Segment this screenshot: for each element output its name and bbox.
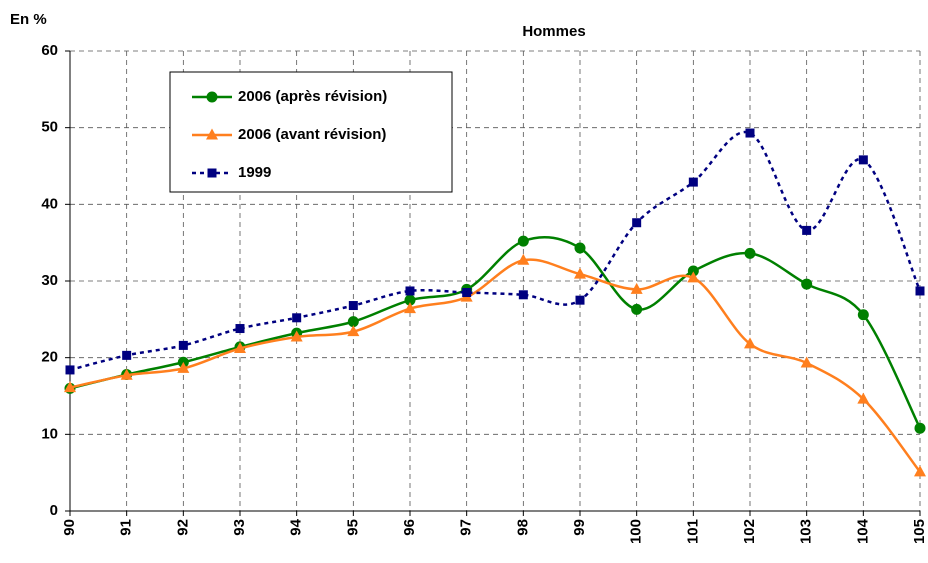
x-tick-label: 96 [401,519,418,536]
marker [915,286,925,296]
series-line [69,258,921,473]
marker [914,422,926,434]
x-tick-label: 101 [684,519,701,544]
y-tick-label: 50 [41,119,58,136]
x-tick-label: 94 [288,518,305,535]
y-tick-label: 60 [41,42,58,59]
marker [235,324,245,334]
marker [177,361,190,373]
marker [745,128,755,138]
x-tick-label: 102 [741,519,758,544]
marker [405,286,415,296]
marker [914,465,926,477]
x-tick-label: 103 [798,519,815,544]
marker [206,91,218,103]
x-tick-label: 91 [118,519,135,536]
marker [347,316,359,328]
marker [462,288,472,297]
marker [630,282,643,294]
marker [404,294,416,306]
x-tick-label: 95 [344,519,361,536]
x-tick-label: 98 [514,519,531,536]
series-line [69,236,922,429]
y-axis-label: En % [10,11,47,28]
x-tick-label: 93 [231,519,248,536]
marker [632,218,642,228]
marker [857,392,870,404]
marker [631,303,643,315]
marker [207,168,217,178]
y-tick-label: 0 [50,502,58,519]
x-tick-label: 90 [61,519,78,536]
marker [802,225,812,235]
marker [122,350,132,360]
marker [234,341,246,353]
marker [206,128,218,140]
legend-label: 1999 [238,164,271,181]
marker [688,177,698,187]
marker [800,356,813,368]
marker [290,330,303,342]
marker [404,302,416,314]
marker [744,247,756,259]
x-tick-label: 97 [458,519,475,536]
marker [120,368,133,380]
marker [292,313,302,323]
y-tick-label: 30 [41,272,58,289]
marker [518,290,528,300]
x-tick-label: 104 [854,518,871,544]
marker [857,309,869,321]
marker [744,337,756,349]
marker [347,325,360,337]
marker [687,265,699,277]
marker [574,242,586,254]
chart-title: Hommes [522,23,585,40]
x-tick-label: 105 [911,519,928,544]
y-tick-label: 40 [41,195,58,212]
legend-label: 2006 (avant révision) [238,126,386,143]
marker [801,278,813,290]
x-tick-label: 99 [571,519,588,536]
marker [178,340,188,350]
marker [575,295,585,305]
marker [517,253,530,265]
x-tick-label: 92 [174,519,191,536]
legend-label: 2006 (après révision) [238,88,387,105]
marker [574,267,586,279]
marker [64,381,76,393]
marker [65,365,75,375]
y-tick-label: 10 [41,425,58,442]
x-tick-label: 100 [628,519,645,544]
y-tick-label: 20 [41,349,58,366]
marker [687,271,700,283]
marker [858,155,868,165]
marker [348,301,358,311]
marker [517,235,529,247]
